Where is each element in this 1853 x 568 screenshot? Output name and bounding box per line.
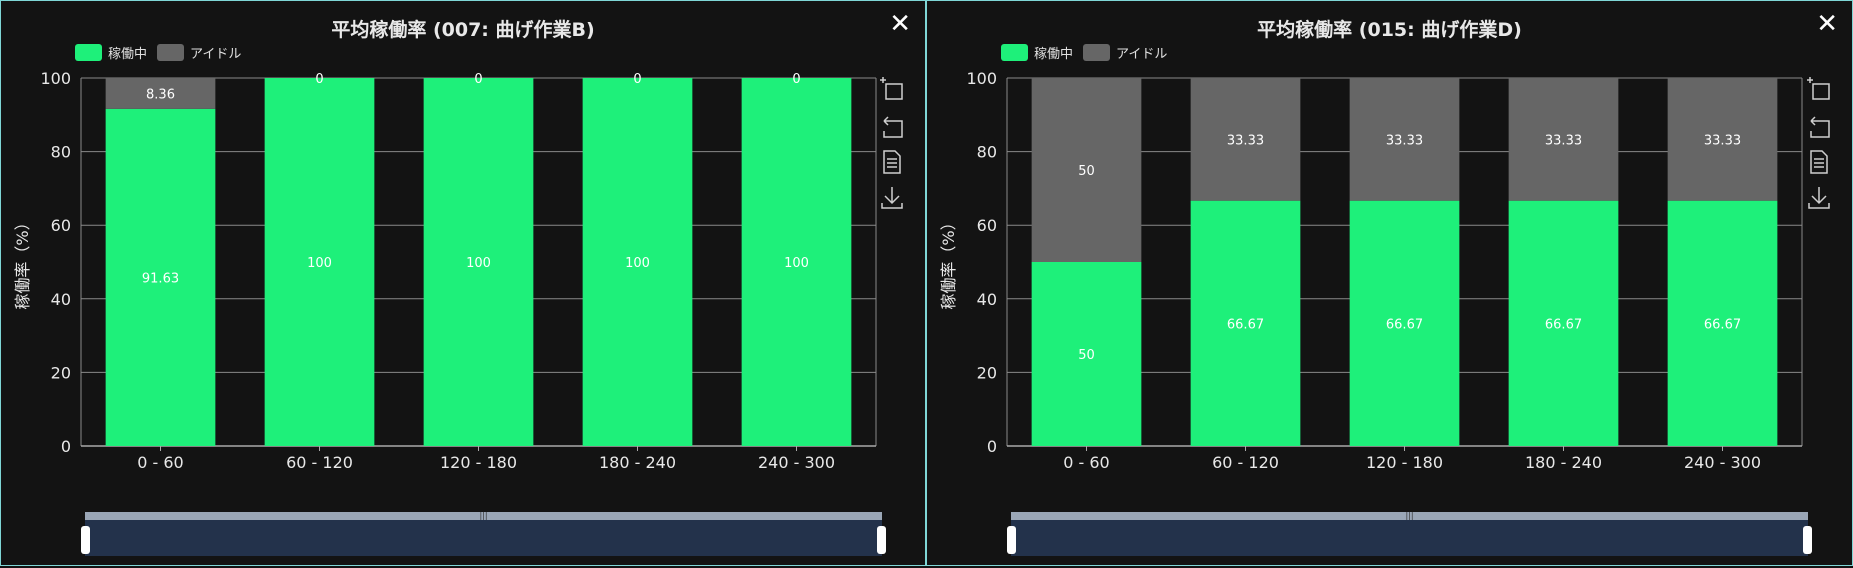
- data-label-idle: 33.33: [1227, 133, 1264, 148]
- data-label-idle: 0: [315, 72, 323, 87]
- legend-swatch-running: [75, 44, 102, 61]
- restore-icon[interactable]: [879, 113, 905, 139]
- bar-idle: [1349, 78, 1460, 201]
- data-label-idle: 33.33: [1704, 133, 1741, 148]
- y-tick-label: 100: [40, 69, 71, 88]
- legend-swatch-running: [1001, 44, 1028, 61]
- data-zoom-slider[interactable]: |||: [81, 512, 886, 556]
- data-label-running: 100: [784, 256, 809, 271]
- data-zoom-track[interactable]: |||: [85, 512, 882, 520]
- legend-label-idle: アイドル: [1116, 47, 1168, 62]
- data-label-idle: 8.36: [146, 87, 175, 102]
- chart-panel-007: 平均稼働率 (007: 曲げ作業B) ✕ 稼働中 アイドル 0 20 40 60 80 1…: [0, 0, 926, 566]
- legend-label-running: 稼働中: [1034, 47, 1074, 62]
- x-tick-label: 60 - 120: [286, 453, 353, 472]
- data-view-icon[interactable]: [1806, 149, 1832, 175]
- legend-item-idle[interactable]: アイドル: [1083, 43, 1167, 62]
- y-axis-label: 稼働率（%）: [13, 214, 32, 309]
- legend-label-running: 稼働中: [108, 47, 148, 62]
- data-label-running: 100: [625, 256, 650, 271]
- bar-running: [264, 78, 375, 446]
- data-label-idle: 33.33: [1545, 133, 1582, 148]
- bar-running: [741, 78, 852, 446]
- x-tick-label: 120 - 180: [440, 453, 517, 472]
- x-tick-label: 0 - 60: [137, 453, 183, 472]
- y-tick-label: 60: [51, 216, 71, 235]
- bar-running: [105, 108, 216, 446]
- bar-running: [1349, 200, 1460, 446]
- chart-title: 平均稼働率 (007: 曲げ作業B): [331, 19, 595, 41]
- save-image-icon[interactable]: [879, 185, 905, 211]
- x-tick-label: 240 - 300: [758, 453, 835, 472]
- data-label-running: 50: [1078, 348, 1095, 363]
- bar-idle: [1190, 78, 1301, 201]
- legend: 稼働中 アイドル: [75, 43, 251, 62]
- bar-running: [1508, 200, 1619, 446]
- data-label-idle: 33.33: [1386, 133, 1423, 148]
- x-tick-label: 240 - 300: [1684, 453, 1761, 472]
- y-tick-label: 40: [51, 290, 71, 309]
- chart-panel-015: 平均稼働率 (015: 曲げ作業D) ✕ 稼働中 アイドル 0 20 40 60 80 1…: [926, 0, 1853, 566]
- legend: 稼働中 アイドル: [1001, 43, 1177, 62]
- bar-idle: [1667, 78, 1778, 201]
- zoom-icon[interactable]: [879, 75, 905, 101]
- x-tick-label: 120 - 180: [1366, 453, 1443, 472]
- data-label-idle: 50: [1078, 164, 1095, 179]
- close-icon[interactable]: ✕: [889, 9, 911, 39]
- close-icon[interactable]: ✕: [1816, 9, 1838, 39]
- y-tick-label: 100: [966, 69, 997, 88]
- y-tick-label: 80: [51, 143, 71, 162]
- legend-item-running[interactable]: 稼働中: [1001, 43, 1073, 62]
- x-tick-label: 180 - 240: [599, 453, 676, 472]
- bar-running: [1667, 200, 1778, 446]
- data-label-idle: 0: [474, 72, 482, 87]
- data-view-icon[interactable]: [879, 149, 905, 175]
- y-axis-label: 稼働率（%）: [939, 214, 958, 309]
- data-zoom-track[interactable]: |||: [1011, 512, 1808, 520]
- x-tick-label: 0 - 60: [1063, 453, 1109, 472]
- y-tick-label: 40: [977, 290, 997, 309]
- data-zoom-handle-left[interactable]: [81, 526, 90, 554]
- bar-chart: 0 20 40 60 80 100 稼働率（%） 91.63 8.36 0 - 60 100 0 60 …: [13, 69, 877, 472]
- data-label-idle: 0: [792, 72, 800, 87]
- data-label-running: 66.67: [1386, 317, 1423, 332]
- data-zoom-handle-right[interactable]: [877, 526, 886, 554]
- restore-icon[interactable]: [1806, 113, 1832, 139]
- bar-idle: [105, 78, 216, 109]
- legend-swatch-idle: [1083, 44, 1111, 61]
- data-label-running: 66.67: [1227, 317, 1264, 332]
- bar-running: [582, 78, 693, 446]
- data-label-running: 100: [307, 256, 332, 271]
- y-tick-label: 80: [977, 143, 997, 162]
- data-label-running: 91.63: [142, 271, 179, 286]
- legend-item-running[interactable]: 稼働中: [75, 43, 147, 62]
- data-zoom-handle-left[interactable]: [1007, 526, 1016, 554]
- bar-running: [1190, 200, 1301, 446]
- y-tick-label: 60: [977, 216, 997, 235]
- y-tick-label: 20: [977, 363, 997, 382]
- data-label-running: 100: [466, 256, 491, 271]
- y-tick-label: 0: [61, 437, 71, 456]
- data-label-running: 66.67: [1704, 317, 1741, 332]
- x-tick-label: 60 - 120: [1212, 453, 1279, 472]
- legend-label-idle: アイドル: [190, 47, 242, 62]
- x-tick-label: 180 - 240: [1525, 453, 1602, 472]
- data-zoom-handle-right[interactable]: [1803, 526, 1812, 554]
- data-label-idle: 0: [633, 72, 641, 87]
- y-tick-label: 20: [51, 363, 71, 382]
- legend-item-idle[interactable]: アイドル: [157, 43, 241, 62]
- chart-title: 平均稼働率 (015: 曲げ作業D): [1257, 19, 1522, 41]
- save-image-icon[interactable]: [1806, 185, 1832, 211]
- bar-running: [423, 78, 534, 446]
- bar-idle: [1031, 78, 1142, 262]
- zoom-icon[interactable]: [1806, 75, 1832, 101]
- bar-idle: [1508, 78, 1619, 201]
- data-label-running: 66.67: [1545, 317, 1582, 332]
- bar-chart: 0 20 40 60 80 100 稼働率（%） 50 50 0 - 60 66.67 33.33 60…: [939, 69, 1803, 472]
- data-zoom-slider[interactable]: |||: [1007, 512, 1812, 556]
- legend-swatch-idle: [157, 44, 185, 61]
- bar-running: [1031, 262, 1142, 446]
- y-tick-label: 0: [987, 437, 997, 456]
